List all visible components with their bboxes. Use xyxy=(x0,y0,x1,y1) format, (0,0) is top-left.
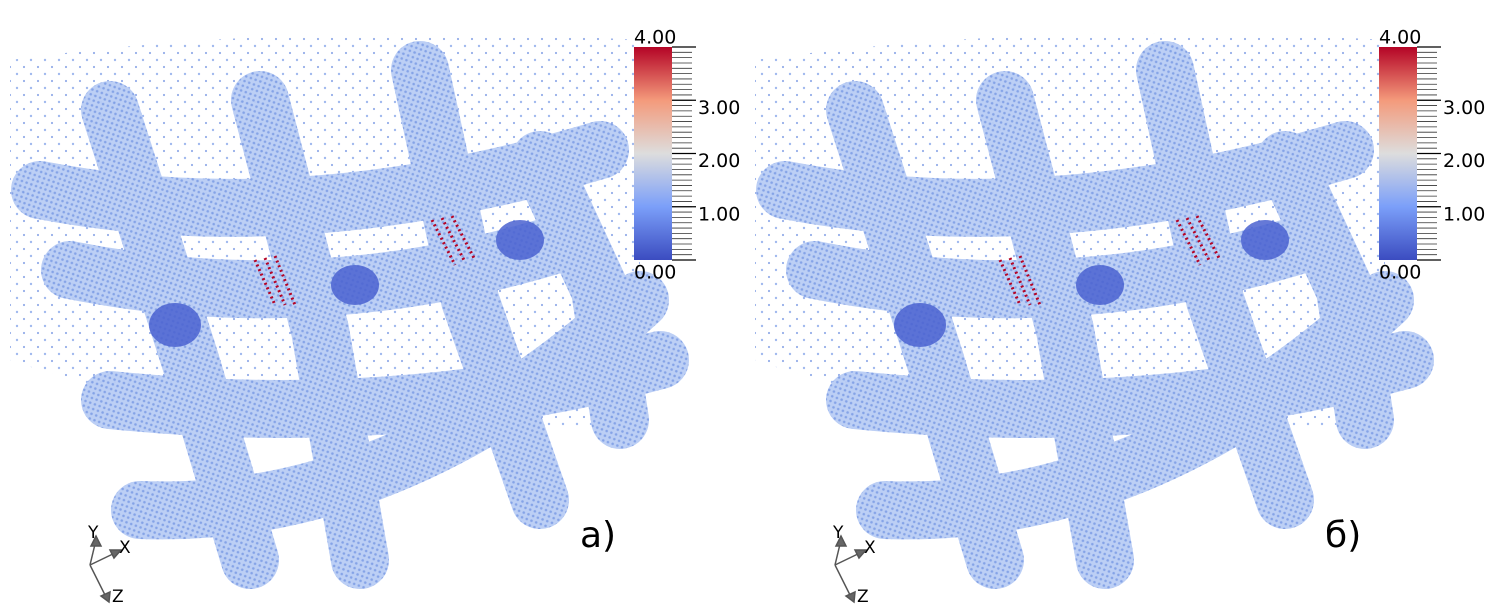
colorbar-tick-label: 0.00 xyxy=(634,262,676,284)
panel-label: б) xyxy=(1325,515,1361,556)
axis-label: Y xyxy=(832,523,844,543)
axis-label: X xyxy=(119,538,131,558)
colorbar-tick-label: 4.00 xyxy=(634,27,676,49)
axis-label: Z xyxy=(112,587,124,607)
colorbar-tick-label: 3.00 xyxy=(1443,97,1485,119)
colorbar-tick-label: 1.00 xyxy=(698,203,740,225)
colorbar-tick-label: 2.00 xyxy=(698,150,740,172)
colorbar xyxy=(634,47,672,260)
axis-label: Y xyxy=(87,523,99,543)
axis-label: X xyxy=(864,538,876,558)
colorbar-tick-label: 3.00 xyxy=(698,97,740,119)
point-cloud xyxy=(10,33,660,602)
panel-label: а) xyxy=(580,515,616,556)
colorbar-tick-label: 2.00 xyxy=(1443,150,1485,172)
axis-label: Z xyxy=(857,587,869,607)
colorbar-tick-label: 4.00 xyxy=(1379,27,1421,49)
colorbar-tick-label: 1.00 xyxy=(1443,203,1485,225)
panel: 4.00 3.00 2.00 1.00 0.00 YX Zб) xyxy=(832,27,1485,608)
panel: 4.00 3.00 2.00 1.00 0.00 YX Zа) xyxy=(87,27,740,608)
colorbar xyxy=(1379,47,1417,260)
point-cloud xyxy=(755,33,1405,602)
colorbar-tick-label: 0.00 xyxy=(1379,262,1421,284)
